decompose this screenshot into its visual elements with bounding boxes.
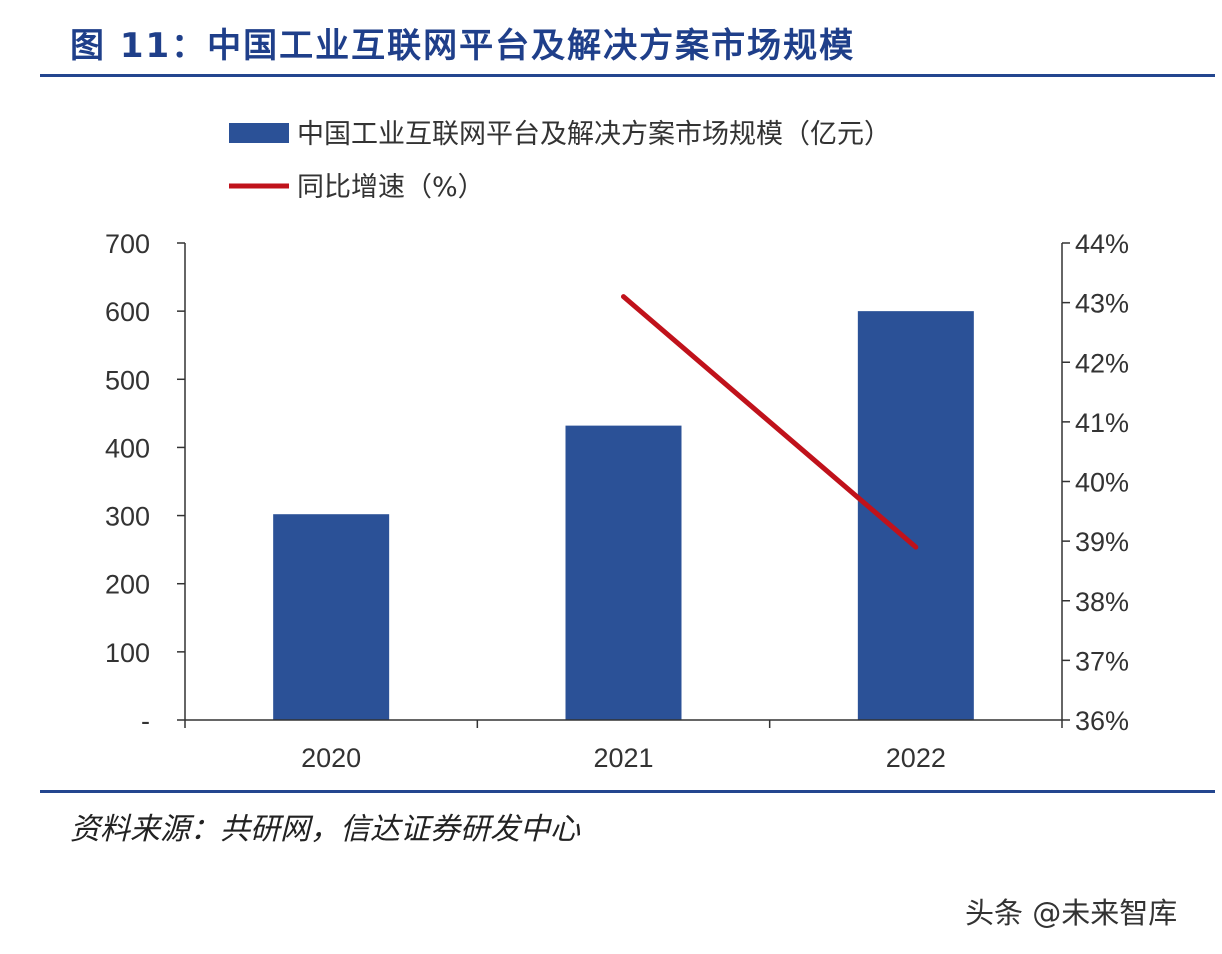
y-right-tick-label: 36% (1075, 706, 1129, 736)
top-rule (40, 74, 1215, 77)
y-right-tick-label: 41% (1075, 408, 1129, 438)
x-tick-label: 2020 (301, 743, 361, 773)
y-left-tick-label: 400 (105, 433, 150, 463)
y-right-tick-label: 44% (1075, 229, 1129, 259)
legend-bar-label: 中国工业互联网平台及解决方案市场规模（亿元） (297, 119, 891, 150)
y-right-tick-label: 39% (1075, 527, 1129, 557)
figure-title: 图 11：中国工业互联网平台及解决方案市场规模 (70, 26, 856, 66)
y-left-tick-label: - (141, 706, 150, 736)
legend-line-label: 同比增速（%） (297, 172, 485, 203)
y-right-tick-label: 42% (1075, 348, 1129, 378)
chart: 中国工业互联网平台及解决方案市场规模（亿元） 同比增速（%） - 100 200 300 4… (105, 119, 1129, 773)
growth-line (621, 294, 919, 550)
y-right-tick-label: 40% (1075, 468, 1129, 498)
y-left-tick-label: 500 (105, 365, 150, 395)
y-right-tick-label: 38% (1075, 587, 1129, 617)
bar-2021 (565, 425, 682, 720)
y-left-tick-label: 200 (105, 570, 150, 600)
bar-2020 (273, 514, 390, 720)
x-tick-label: 2021 (593, 743, 653, 773)
watermark: 头条 @未来智库 (965, 896, 1178, 930)
source-note: 资料来源：共研网，信达证券研发中心 (70, 812, 580, 847)
y-left-tick-label: 600 (105, 297, 150, 327)
x-tick-label: 2022 (886, 743, 946, 773)
y-right-tick-label: 37% (1075, 646, 1129, 676)
y-right-tick-label: 43% (1075, 289, 1129, 319)
y-left-tick-label: 100 (105, 638, 150, 668)
bottom-rule (40, 790, 1215, 793)
y-left-tick-label: 700 (105, 229, 150, 259)
y-left-tick-label: 300 (105, 502, 150, 532)
legend-bar-swatch (229, 123, 289, 143)
